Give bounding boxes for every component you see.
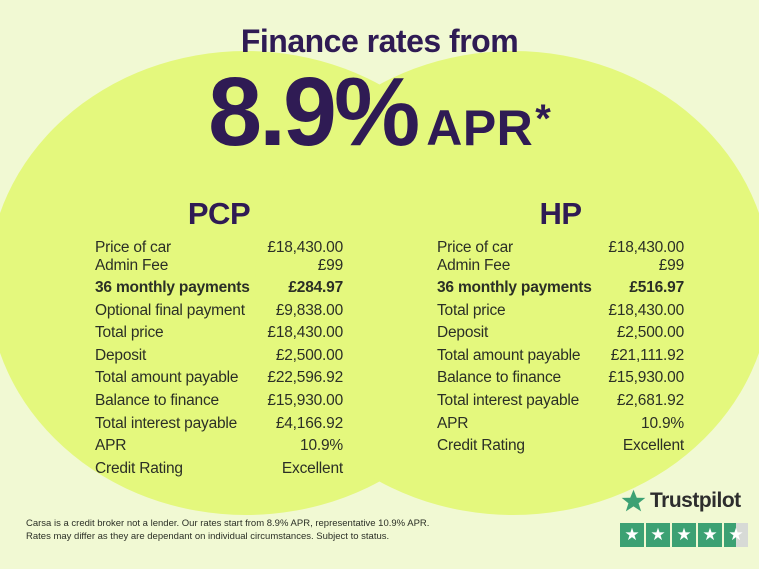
table-row: Total interest payable £4,166.92 xyxy=(95,413,343,436)
row-label: Deposit xyxy=(95,346,147,364)
row-label: Total amount payable xyxy=(437,346,581,364)
pcp-heading: PCP xyxy=(187,196,251,231)
row-label: Total amount payable xyxy=(95,369,239,387)
row-value: £2,681.92 xyxy=(616,391,684,409)
row-value: Excellent xyxy=(281,459,343,477)
page-title: Finance rates from xyxy=(240,23,519,59)
row-label: Total price xyxy=(95,324,164,342)
table-row: 36 monthly payments £284.97 xyxy=(95,277,343,300)
row-label: Admin Fee xyxy=(437,257,511,274)
row-label: Optional final payment xyxy=(95,301,245,319)
trustpilot-widget: Trustpilot ★ ★ ★ ★ ★ xyxy=(620,487,750,547)
row-label: Credit Rating xyxy=(95,459,183,477)
table-row: Credit Rating Excellent xyxy=(437,435,684,458)
row-value: £21,111.92 xyxy=(610,346,684,364)
row-label: Price of car xyxy=(95,239,171,256)
row-value: £18,430.00 xyxy=(608,301,684,319)
star-icon: ★ xyxy=(702,524,718,544)
table-row: Balance to finance £15,930.00 xyxy=(95,390,343,413)
table-row: Admin Fee £99 xyxy=(437,257,684,275)
row-label: Balance to finance xyxy=(95,391,219,409)
star-icon: ★ xyxy=(650,524,666,544)
table-row: Deposit £2,500.00 xyxy=(95,345,343,368)
star-icon: ★ xyxy=(676,524,692,544)
trustpilot-star-icon xyxy=(621,489,646,511)
row-value: £9,838.00 xyxy=(275,301,343,319)
trustpilot-star-box: ★ xyxy=(646,523,670,547)
table-row: 36 monthly payments £516.97 xyxy=(437,277,684,300)
row-value: Excellent xyxy=(622,437,684,455)
asterisk-footnote-marker: * xyxy=(535,97,551,141)
row-label: Total price xyxy=(437,301,506,319)
row-value: 10.9% xyxy=(300,437,343,455)
star-icon: ★ xyxy=(728,524,744,544)
row-value: £18,430.00 xyxy=(267,239,343,256)
hp-heading: HP xyxy=(539,196,582,231)
row-label: Price of car xyxy=(437,239,513,256)
table-row: Admin Fee £99 xyxy=(95,257,343,275)
table-row: Optional final payment £9,838.00 xyxy=(95,300,343,323)
trustpilot-star-box: ★ xyxy=(698,523,722,547)
table-row: Total price £18,430.00 xyxy=(437,300,684,323)
row-value: £18,430.00 xyxy=(608,239,684,256)
table-row: Total price £18,430.00 xyxy=(95,322,343,345)
trustpilot-rating-stars: ★ ★ ★ ★ ★ xyxy=(620,523,750,547)
row-label: Admin Fee xyxy=(95,257,169,274)
row-value: £18,430.00 xyxy=(267,324,343,342)
background-circle-right xyxy=(255,51,759,515)
trustpilot-star-box: ★ xyxy=(620,523,644,547)
headline-rate: 8.9% APR * xyxy=(0,63,759,160)
table-row: APR 10.9% xyxy=(95,435,343,458)
table-row: Deposit £2,500.00 xyxy=(437,322,684,345)
row-label: 36 monthly payments xyxy=(95,279,250,296)
row-label: Total interest payable xyxy=(95,414,238,432)
star-icon: ★ xyxy=(624,524,640,544)
row-value: £4,166.92 xyxy=(275,414,343,432)
trustpilot-brand-label: Trustpilot xyxy=(650,489,741,512)
row-label: Deposit xyxy=(437,324,489,342)
row-value: £516.97 xyxy=(629,279,684,296)
row-label: 36 monthly payments xyxy=(437,279,592,296)
row-value: £2,500.00 xyxy=(616,324,684,342)
rate-value: 8.9% xyxy=(208,57,420,166)
row-value: £22,596.92 xyxy=(267,369,343,387)
table-row: Total amount payable £22,596.92 xyxy=(95,367,343,390)
table-row: APR 10.9% xyxy=(437,413,684,436)
pcp-finance-table: Price of car £18,430.00 Admin Fee £99 36… xyxy=(95,239,343,480)
table-row: Total amount payable £21,111.92 xyxy=(437,345,684,368)
table-row: Price of car £18,430.00 xyxy=(95,239,343,257)
row-value: £15,930.00 xyxy=(608,369,684,387)
table-row: Credit Rating Excellent xyxy=(95,458,343,481)
table-row: Total interest payable £2,681.92 xyxy=(437,390,684,413)
table-row: Balance to finance £15,930.00 xyxy=(437,367,684,390)
rate-apr-label: APR xyxy=(426,100,534,156)
row-value: £99 xyxy=(658,257,684,274)
trustpilot-star-box: ★ xyxy=(672,523,696,547)
row-label: APR xyxy=(95,437,127,455)
trustpilot-logo-row: Trustpilot xyxy=(620,487,750,515)
hp-finance-table: Price of car £18,430.00 Admin Fee £99 36… xyxy=(437,239,684,458)
row-label: APR xyxy=(437,414,469,432)
legal-disclaimer: Carsa is a credit broker not a lender. O… xyxy=(26,518,430,542)
row-value: £15,930.00 xyxy=(267,391,343,409)
row-label: Total interest payable xyxy=(437,391,580,409)
row-value: £99 xyxy=(317,257,343,274)
row-label: Balance to finance xyxy=(437,369,561,387)
row-value: 10.9% xyxy=(641,414,684,432)
row-value: £284.97 xyxy=(288,279,343,296)
row-value: £2,500.00 xyxy=(275,346,343,364)
row-label: Credit Rating xyxy=(437,437,525,455)
trustpilot-star-box: ★ xyxy=(724,523,748,547)
table-row: Price of car £18,430.00 xyxy=(437,239,684,257)
